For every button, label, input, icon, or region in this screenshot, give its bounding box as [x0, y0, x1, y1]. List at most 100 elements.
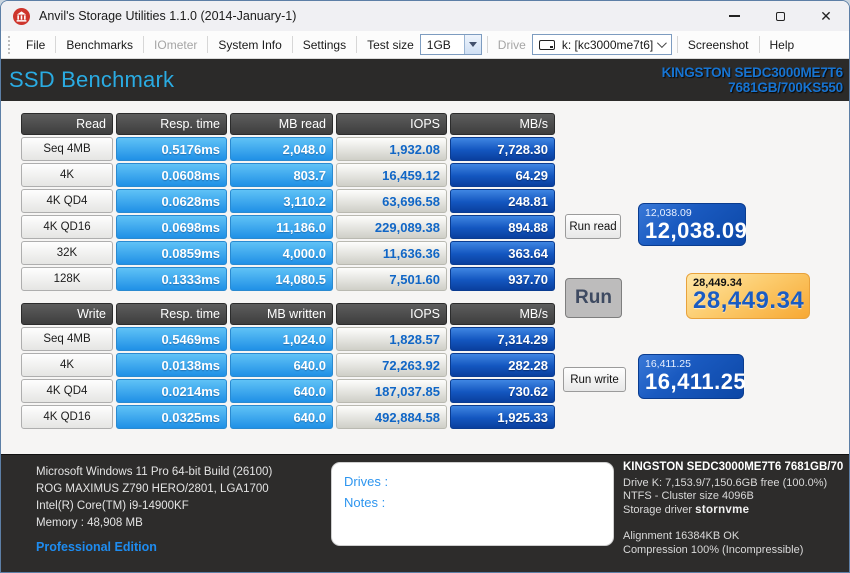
- column-header: Write: [21, 303, 113, 325]
- column-header: MB/s: [450, 113, 555, 135]
- table-row: 4K QD4 0.0628ms 3,110.2 63,696.58 248.81: [21, 189, 555, 213]
- title-bar: Anvil's Storage Utilities 1.1.0 (2014-Ja…: [1, 1, 849, 31]
- table-row: 32K 0.0859ms 4,000.0 11,636.36 363.64: [21, 241, 555, 265]
- row-label: 4K: [21, 163, 113, 187]
- minimize-button[interactable]: [711, 1, 757, 31]
- row-label: Seq 4MB: [21, 137, 113, 161]
- column-header: MB written: [230, 303, 333, 325]
- memory-line: Memory : 48,908 MB: [36, 517, 143, 529]
- mb-transferred-cell: 14,080.5: [230, 267, 333, 291]
- menu-separator: [758, 36, 760, 53]
- table-row: 128K 0.1333ms 14,080.5 7,501.60 937.70: [21, 267, 555, 291]
- row-label: 32K: [21, 241, 113, 265]
- column-header: MB read: [230, 113, 333, 135]
- resp-time-cell: 0.5469ms: [116, 327, 227, 351]
- iops-cell: 11,636.36: [336, 241, 447, 265]
- iops-cell: 229,089.38: [336, 215, 447, 239]
- drive-capacity-line: Drive K: 7,153.9/7,150.6GB free (100.0%): [623, 476, 828, 489]
- benchmark-header: SSD Benchmark KINGSTON SEDC3000ME7T6 768…: [1, 59, 849, 101]
- device-line2: 7681GB/700KS550: [728, 80, 843, 95]
- mb-transferred-cell: 2,048.0: [230, 137, 333, 161]
- system-info: Microsoft Windows 11 Pro 64-bit Build (2…: [36, 464, 272, 556]
- menu-benchmarks[interactable]: Benchmarks: [66, 37, 134, 52]
- device-name: KINGSTON SEDC3000ME7T6 7681GB/700KS550: [661, 64, 844, 96]
- row-label: 4K QD4: [21, 189, 113, 213]
- iops-cell: 1,828.57: [336, 327, 447, 351]
- menu-separator: [486, 36, 488, 53]
- test-size-dropdown-button[interactable]: [463, 35, 481, 54]
- toolstrip-grip[interactable]: [8, 35, 11, 54]
- write-table-body: Seq 4MB 0.5469ms 1,024.0 1,828.57 7,314.29 4K…: [21, 327, 555, 429]
- row-label: 128K: [21, 267, 113, 291]
- maximize-button[interactable]: [757, 1, 803, 31]
- row-label: 4K QD4: [21, 379, 113, 403]
- drive-info: KINGSTON SEDC3000ME7T6 7681GB/70 Drive K…: [623, 461, 849, 557]
- drive-label: Drive: [497, 37, 526, 52]
- row-label: 4K QD16: [21, 405, 113, 429]
- table-row: 4K QD16 0.0698ms 11,186.0 229,089.38 894.88: [21, 215, 555, 239]
- mb-transferred-cell: 803.7: [230, 163, 333, 187]
- resp-time-cell: 0.0608ms: [116, 163, 227, 187]
- mb-transferred-cell: 1,024.0: [230, 327, 333, 351]
- mb-transferred-cell: 4,000.0: [230, 241, 333, 265]
- dropdown-arrow-icon: [468, 42, 477, 47]
- close-button[interactable]: ✕: [803, 1, 849, 31]
- menu-screenshot[interactable]: Screenshot: [687, 37, 749, 52]
- column-header: Resp. time: [116, 113, 227, 135]
- column-header: IOPS: [336, 303, 447, 325]
- menu-settings[interactable]: Settings: [302, 37, 347, 52]
- drive-info-title: KINGSTON SEDC3000ME7T6 7681GB/70: [623, 461, 844, 473]
- menu-file[interactable]: File: [26, 37, 46, 52]
- mb-transferred-cell: 640.0: [230, 405, 333, 429]
- chevron-down-icon: [656, 38, 667, 49]
- table-row: Seq 4MB 0.5176ms 2,048.0 1,932.08 7,728.30: [21, 137, 555, 161]
- iops-cell: 7,501.60: [336, 267, 447, 291]
- drives-label: Drives :: [344, 474, 389, 489]
- total-score-box: 28,449.34 28,449.34: [686, 273, 810, 319]
- iops-cell: 492,884.58: [336, 405, 447, 429]
- run-read-button[interactable]: Run read: [565, 214, 621, 239]
- app-icon: [13, 7, 30, 25]
- read-table-body: Seq 4MB 0.5176ms 2,048.0 1,932.08 7,728.30 4K…: [21, 137, 555, 291]
- mbs-cell: 248.81: [450, 189, 555, 213]
- resp-time-cell: 0.0628ms: [116, 189, 227, 213]
- mb-transferred-cell: 11,186.0: [230, 215, 333, 239]
- mb-transferred-cell: 3,110.2: [230, 189, 333, 213]
- menu-separator: [207, 36, 209, 53]
- write-table: Write Resp. time MB written IOPS MB/s Se…: [21, 303, 555, 431]
- storage-driver-label: Storage driver: [623, 503, 696, 516]
- minimize-icon: [728, 15, 740, 17]
- column-header: IOPS: [336, 113, 447, 135]
- read-score-small: 12,038.09: [645, 207, 692, 219]
- compression-line: Compression 100% (Incompressible): [623, 543, 804, 556]
- resp-time-cell: 0.0698ms: [116, 215, 227, 239]
- total-score-value: 28,449.34: [693, 287, 805, 314]
- menu-separator: [143, 36, 145, 53]
- drive-value: k: [kc3000me7t6]: [561, 37, 654, 52]
- menu-help[interactable]: Help: [769, 37, 795, 52]
- filesystem-line: NTFS - Cluster size 4096B: [623, 490, 754, 502]
- write-score-small: 16,411.25: [645, 358, 691, 370]
- column-header: MB/s: [450, 303, 555, 325]
- drive-select[interactable]: k: [kc3000me7t6]: [531, 34, 672, 55]
- menu-system-info[interactable]: System Info: [218, 37, 282, 52]
- run-write-button[interactable]: Run write: [563, 367, 626, 392]
- page-title: SSD Benchmark: [9, 67, 175, 92]
- mbs-cell: 7,314.29: [450, 327, 555, 351]
- mbs-cell: 730.62: [450, 379, 555, 403]
- device-line1: KINGSTON SEDC3000ME7T6: [661, 64, 844, 80]
- status-panel: Microsoft Windows 11 Pro 64-bit Build (2…: [1, 454, 849, 572]
- run-button[interactable]: Run: [565, 278, 622, 318]
- notes-label: Notes :: [344, 495, 386, 510]
- mbs-cell: 7,728.30: [450, 137, 555, 161]
- mbs-cell: 64.29: [450, 163, 555, 187]
- spacer: [623, 517, 849, 530]
- test-size-label: Test size: [367, 37, 414, 52]
- total-score-small: 28,449.34: [693, 277, 742, 289]
- iops-cell: 1,932.08: [336, 137, 447, 161]
- test-size-select[interactable]: 1GB: [419, 34, 482, 55]
- column-header: Read: [21, 113, 113, 135]
- mbs-cell: 363.64: [450, 241, 555, 265]
- notes-box[interactable]: Drives : Notes :: [331, 462, 614, 546]
